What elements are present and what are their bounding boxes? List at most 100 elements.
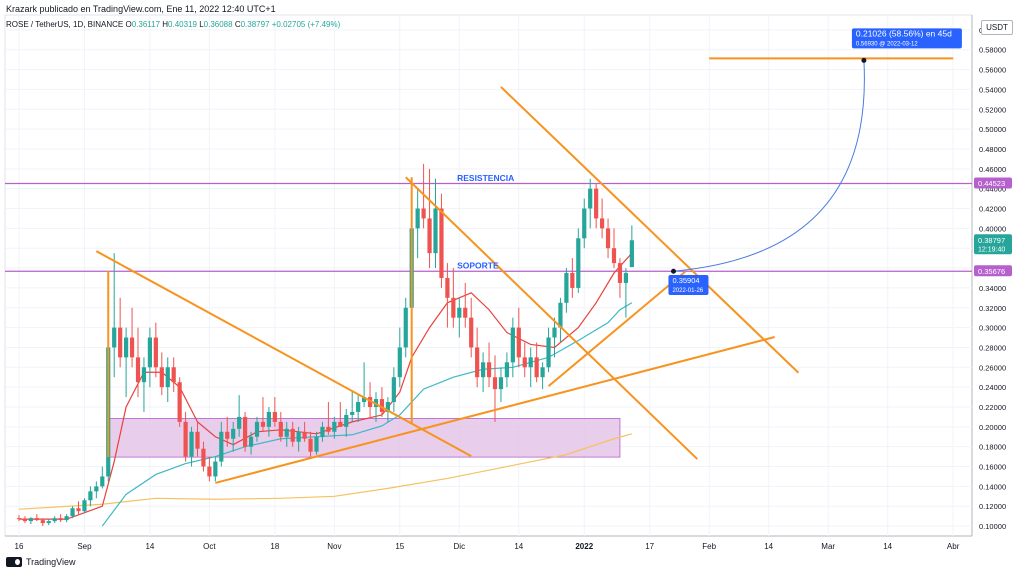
trendlines	[95, 57, 954, 484]
footer-brand: TradingView	[26, 557, 76, 567]
low-value: 0.36088	[203, 20, 233, 29]
candle-body	[362, 397, 367, 403]
low-label: L	[199, 20, 204, 29]
candle-body	[231, 428, 236, 439]
candle-body	[451, 297, 456, 318]
y-tick-label: 0.12000	[979, 502, 1006, 511]
candle	[326, 402, 331, 435]
publisher-line: Krazark publicado en TradingView.com, En…	[6, 4, 276, 14]
candle	[308, 431, 313, 457]
x-tick-label: Nov	[327, 542, 341, 551]
y-tick-label: 0.58000	[979, 46, 1006, 55]
candle	[124, 327, 129, 398]
x-tick-label: 16	[15, 542, 24, 551]
candle	[338, 402, 343, 427]
candle-body	[100, 476, 105, 487]
candle	[237, 395, 242, 437]
candle	[534, 342, 539, 383]
callout-box	[668, 275, 709, 296]
candle	[415, 188, 420, 259]
candle	[296, 426, 301, 452]
callout-line2: 0.56930 @ 2022-03-12	[856, 41, 918, 47]
candle-body	[159, 367, 164, 388]
candle-body	[445, 277, 450, 298]
x-tick-label: Dic	[454, 542, 466, 551]
candle	[379, 387, 385, 417]
symbol-name[interactable]: ROSE / TetherUS, 1D, BINANCE	[6, 20, 124, 29]
candle	[171, 357, 176, 393]
candle	[189, 426, 194, 467]
candle	[16, 515, 22, 522]
x-tick-label: 14	[883, 542, 892, 551]
candle	[165, 357, 170, 403]
candle	[629, 225, 634, 268]
candles	[16, 163, 634, 527]
callout-line1: 0.21026 (58.56%) en 45d	[856, 28, 952, 38]
candle-body	[189, 431, 194, 457]
candle-body	[171, 367, 176, 383]
y-tick-label: 0.50000	[979, 125, 1006, 134]
candle	[52, 516, 57, 524]
y-tick-label: 0.42000	[979, 205, 1006, 214]
callout-box	[851, 28, 962, 49]
x-tick-label: 15	[395, 542, 404, 551]
candle-body	[486, 362, 492, 378]
candle-body	[314, 436, 319, 452]
candle	[195, 421, 200, 457]
candle-body	[284, 428, 289, 437]
footer: TradingView	[6, 557, 76, 567]
candle-body	[248, 436, 254, 447]
callout-line2: 2022-01-26	[672, 288, 703, 294]
candle	[284, 421, 289, 447]
candle	[457, 297, 462, 338]
high-label: H	[162, 20, 169, 29]
callout-line1: 0.35904	[672, 276, 699, 285]
candle-body	[129, 337, 135, 358]
candle-body	[558, 302, 563, 328]
candle-body	[582, 208, 587, 239]
candle-body	[141, 367, 147, 383]
candle-body	[195, 431, 200, 449]
candle	[219, 421, 224, 467]
price-callout: 0.21026 (58.56%) en 45d 0.56930 @ 2022-03…	[851, 28, 962, 49]
candle-body	[623, 273, 628, 283]
candle	[254, 416, 260, 442]
y-tick-label: 0.40000	[979, 224, 1006, 233]
y-tick-label: 0.28000	[979, 343, 1006, 352]
candle	[332, 416, 337, 439]
candle-body	[397, 347, 402, 378]
candle	[492, 355, 498, 422]
candle-body	[260, 421, 266, 427]
candle-body	[278, 421, 283, 437]
candle	[522, 342, 527, 378]
candle-body	[552, 327, 557, 338]
candle	[439, 193, 444, 288]
candle	[177, 377, 182, 427]
candle-body	[611, 248, 617, 264]
candle	[463, 282, 468, 328]
candle-body	[564, 273, 569, 303]
candle-body	[52, 518, 57, 522]
candle	[159, 352, 164, 396]
close-value: 0.38797	[240, 20, 270, 29]
candle-body	[504, 362, 509, 378]
candle-body	[82, 500, 87, 512]
y-tick-label: 0.54000	[979, 85, 1006, 94]
candle	[248, 431, 254, 455]
candle	[576, 228, 581, 293]
candle	[588, 178, 593, 229]
trendline	[215, 336, 775, 484]
candle	[272, 397, 277, 427]
candle-body	[266, 411, 271, 427]
candle	[46, 519, 51, 526]
candle	[427, 168, 432, 269]
candle	[266, 406, 271, 437]
candle-body	[308, 438, 313, 452]
candle	[225, 416, 230, 447]
projection-start-point	[671, 268, 676, 274]
candle-body	[570, 273, 575, 288]
candle	[367, 382, 373, 417]
candle	[135, 327, 141, 398]
currency-button[interactable]: USDT	[981, 20, 1013, 35]
